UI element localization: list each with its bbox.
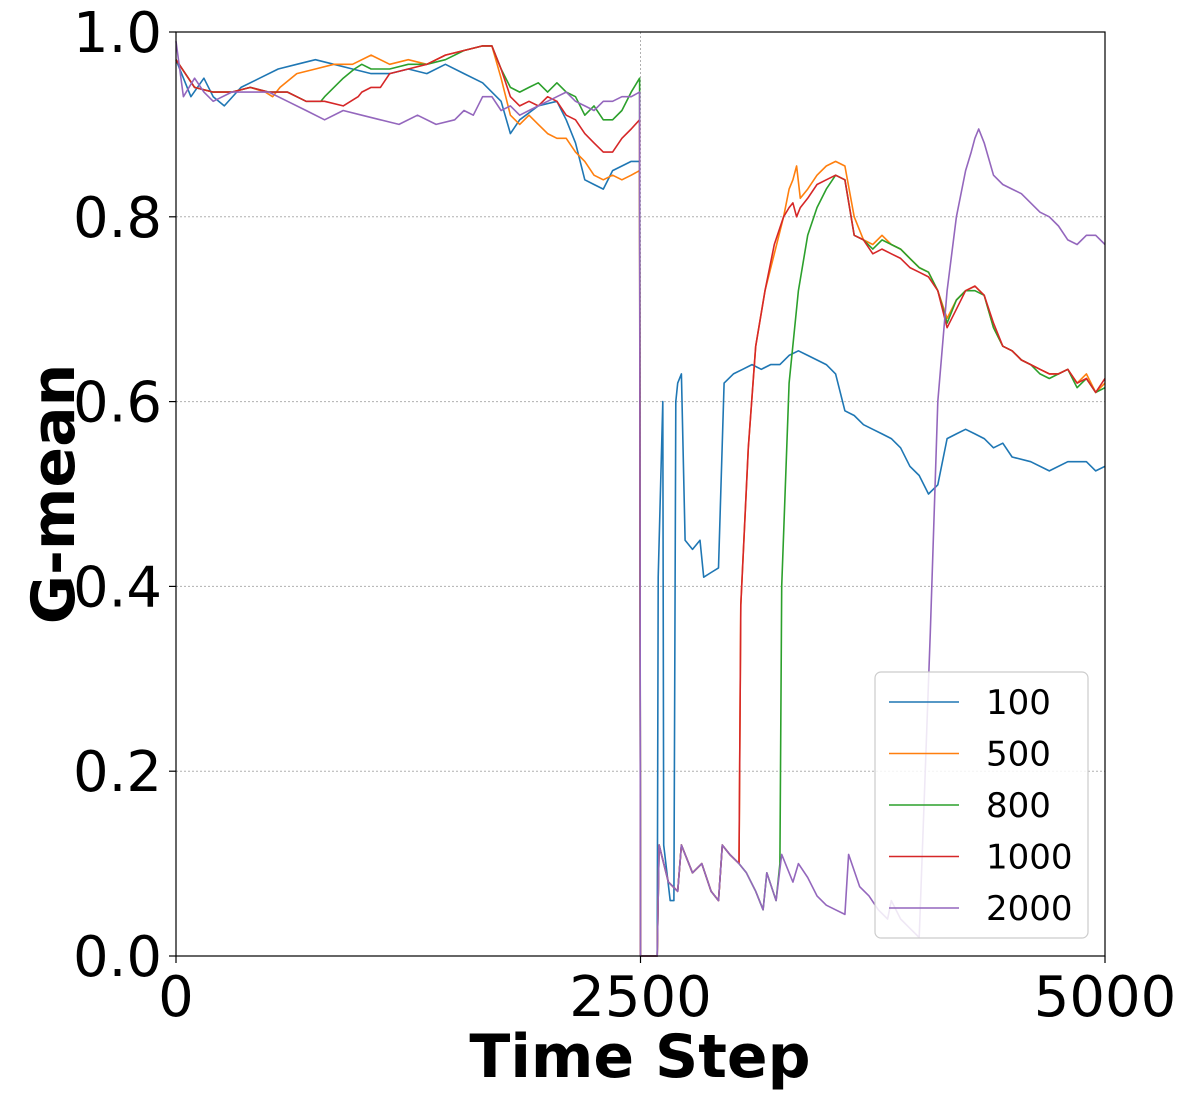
- x-tick-label: 2500: [569, 965, 712, 1030]
- series-lines: [175, 41, 1106, 957]
- x-tick-label: 5000: [1034, 965, 1177, 1030]
- y-tick-label: 0.8: [73, 186, 162, 251]
- series-line-2000: [175, 41, 1106, 957]
- y-tick-label: 1.0: [73, 1, 162, 66]
- y-tick-label: 0.2: [73, 740, 162, 805]
- legend: 100 500 800 1000 2000: [874, 671, 1089, 939]
- legend-label-800: 800: [986, 786, 1051, 826]
- legend-box: [874, 671, 1089, 939]
- legend-label-500: 500: [986, 735, 1051, 775]
- legend-label-2000: 2000: [986, 889, 1073, 929]
- legend-label-1000: 1000: [986, 838, 1073, 878]
- y-axis-label: G-mean: [19, 364, 89, 625]
- tick-labels: 0.0 0.2 0.4 0.6 0.8 1.0 0 2500 5000: [73, 1, 1176, 1030]
- y-tick-label: 0.4: [73, 555, 162, 620]
- y-tick-label: 0.6: [73, 371, 162, 436]
- x-axis-label: Time Step: [469, 1022, 810, 1092]
- y-tick-label: 0.0: [73, 925, 162, 990]
- legend-label-100: 100: [986, 683, 1051, 723]
- x-tick-label: 0: [158, 965, 194, 1030]
